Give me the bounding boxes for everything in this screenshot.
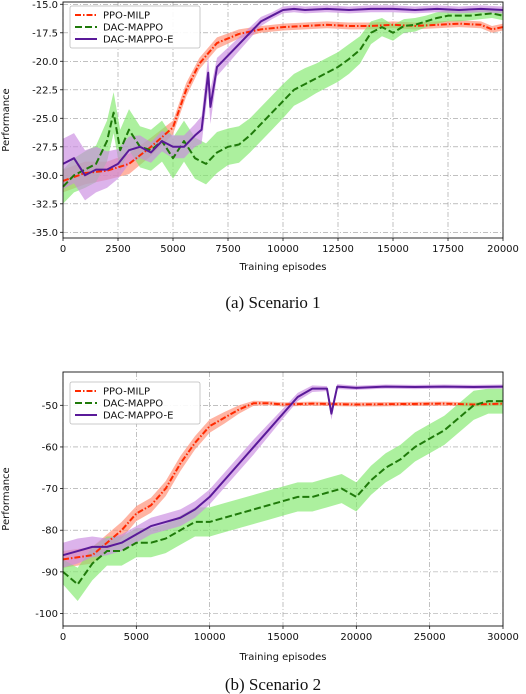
series-line-dac-mappo-e xyxy=(62,385,504,557)
legend-label: DAC-MAPPO xyxy=(103,23,163,34)
y-tick-label: -60 xyxy=(42,442,58,453)
x-tick-label: 30000 xyxy=(487,632,519,643)
y-tick-label: -90 xyxy=(42,567,58,578)
series-line-dac-mappo xyxy=(62,12,504,188)
chart-scenario-1: 0 2500 5000 7500 10000 12500 15000 17500 20000 -3… xyxy=(1,0,519,312)
figure-caption: (b) Scenario 2 xyxy=(225,675,321,694)
series-band-dac-mappo xyxy=(63,388,503,602)
y-tick-label: -30.0 xyxy=(32,171,58,182)
x-axis-label: Training episodes xyxy=(239,652,327,663)
legend-label: DAC-MAPPO xyxy=(103,399,163,410)
y-tick-label: -100 xyxy=(35,609,58,620)
y-tick-label: -27.5 xyxy=(32,142,58,153)
series-band-dac-mappo-e xyxy=(63,384,503,568)
legend-box xyxy=(69,381,201,425)
x-tick-label: 17500 xyxy=(432,244,464,255)
y-tick-label: -70 xyxy=(42,484,58,495)
legend-label: DAC-MAPPO-E xyxy=(103,411,173,422)
x-tick-label: 10000 xyxy=(267,244,299,255)
x-tick-label: 0 xyxy=(60,632,66,643)
x-tick-label: 5000 xyxy=(124,632,149,643)
y-tick-label: -50 xyxy=(42,401,58,412)
series-line-ppo-milp xyxy=(62,22,504,182)
x-tick-label: 2500 xyxy=(105,244,130,255)
x-axis-label: Training episodes xyxy=(239,262,327,273)
y-tick-label: -35.0 xyxy=(32,228,58,239)
x-tick-label: 7500 xyxy=(215,244,240,255)
series-line-dac-mappo xyxy=(62,400,503,586)
y-tick-label: -22.5 xyxy=(32,85,58,96)
legend-box xyxy=(69,5,201,49)
legend-label: PPO-MILP xyxy=(103,11,150,22)
y-tick-label: -25.0 xyxy=(32,114,58,125)
x-tick-label: 15000 xyxy=(377,244,409,255)
series-band-dac-mappo-e xyxy=(63,5,503,201)
x-tick-label: 20000 xyxy=(487,244,519,255)
y-tick-label: -17.5 xyxy=(32,28,58,39)
x-tick-label: 10000 xyxy=(194,632,226,643)
series-line-ppo-milp xyxy=(62,402,504,561)
x-tick-label: 12500 xyxy=(322,244,354,255)
x-tick-label: 5000 xyxy=(160,244,185,255)
y-tick-label: -20.0 xyxy=(32,57,58,68)
x-tick-label: 15000 xyxy=(267,632,299,643)
y-axis-label: Performance xyxy=(1,467,12,530)
legend-label: DAC-MAPPO-E xyxy=(103,35,173,46)
y-tick-label: -15.0 xyxy=(32,0,58,11)
x-tick-label: 25000 xyxy=(414,632,446,643)
legend-label: PPO-MILP xyxy=(103,387,150,398)
x-tick-label: 20000 xyxy=(340,632,372,643)
y-tick-label: -80 xyxy=(42,526,58,537)
chart-scenario-2: 0 5000 10000 15000 20000 25000 30000 -100 -90 -80… xyxy=(1,371,519,694)
x-tick-label: 0 xyxy=(60,244,66,255)
series-line-dac-mappo-e xyxy=(62,7,504,177)
y-axis-label: Performance xyxy=(1,88,12,151)
figure-caption: (a) Scenario 1 xyxy=(225,293,320,312)
y-tick-label: -32.5 xyxy=(32,199,58,210)
